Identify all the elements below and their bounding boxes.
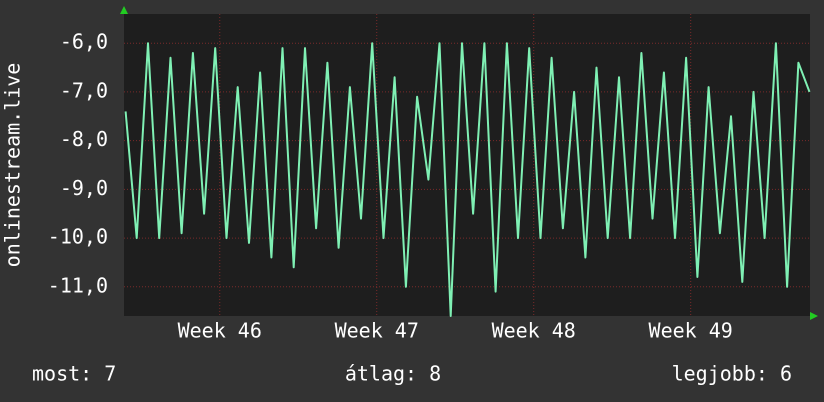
- axis-arrow: [810, 312, 818, 320]
- x-tick-label: Week 47: [335, 319, 419, 343]
- stat: most: 7: [32, 362, 116, 386]
- plot: [124, 42, 811, 317]
- plot-area: [124, 14, 810, 316]
- y-tick-label: -6,0: [60, 30, 108, 54]
- y-tick-label: -8,0: [60, 127, 108, 151]
- x-tick-label: Week 49: [649, 319, 733, 343]
- y-tick-label: -7,0: [60, 78, 108, 102]
- y-tick-label: -9,0: [60, 176, 108, 200]
- y-axis-label: onlinestream.live: [1, 63, 25, 268]
- series-line: [124, 42, 811, 317]
- y-tick-label: -11,0: [48, 273, 108, 297]
- y-tick-label: -10,0: [48, 225, 108, 249]
- x-tick-label: Week 46: [178, 319, 262, 343]
- axis-arrow: [120, 6, 128, 14]
- x-tick-label: Week 48: [492, 319, 576, 343]
- stat: legjobb: 6: [672, 362, 792, 386]
- stat: átlag: 8: [345, 362, 441, 386]
